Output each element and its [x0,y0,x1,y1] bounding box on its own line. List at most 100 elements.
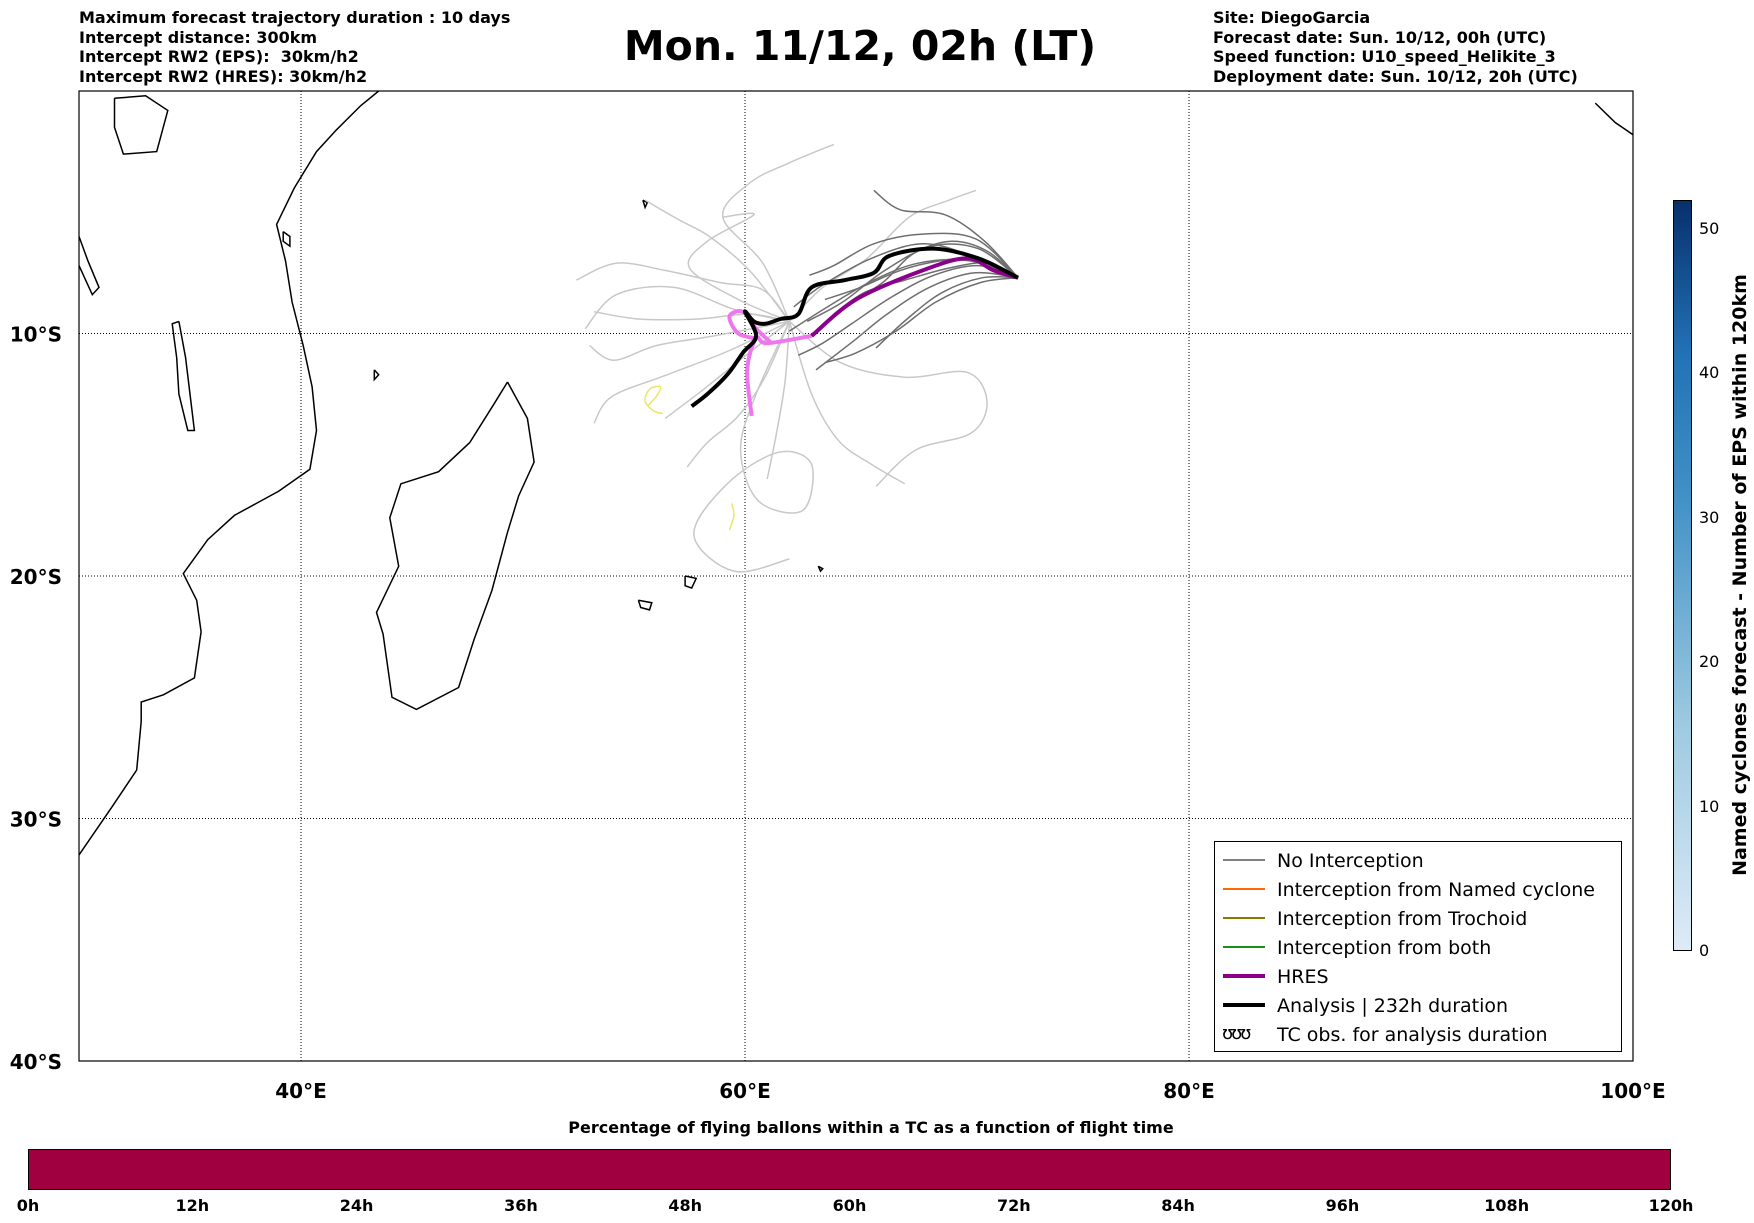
coastline-mauritius [684,575,698,590]
legend-label: HRES [1277,966,1329,988]
intercept-hres-text: Intercept RW2 (HRES): 30km/h2 [79,66,368,86]
site-text: Site: DiegoGarcia [1213,8,1371,27]
colorbar-tick-label: 0 [1699,941,1710,960]
latitude-tick-label: 10°S [10,323,62,347]
legend-item: ʊʊʊ TC obs. for analysis duration [1215,1020,1621,1049]
eps-faded-trajectory [644,199,790,322]
flight-time-tick-label: 24h [339,1196,374,1215]
legend-swatch [1223,1003,1265,1007]
map-content [79,91,1633,1061]
legend-item: HRES [1215,962,1621,991]
eps-trajectory [875,275,1019,349]
coastline-africa [79,91,380,856]
colorbar-label: Named cyclones forecast - Number of EPS … [1729,274,1751,876]
eps-trajectory [797,264,1019,356]
legend-item: No Interception [1215,846,1621,875]
legend-item: Interception from Named cyclone [1215,875,1621,904]
latitude-tick-label: 40°S [10,1050,62,1074]
colorbar-tick-label: 40 [1699,363,1720,383]
eps-faded-trajectory [693,321,814,573]
eps-faded-trajectory [593,320,790,424]
coastline-lake-tanganyika [79,236,100,297]
latitude-tick-label: 20°S [10,565,62,589]
max-duration-text: Maximum forecast trajectory duration : 1… [79,8,511,27]
legend-swatch [1223,917,1265,919]
eps-faded-trajectory [687,212,790,323]
map-title-wrap: Mon. 11/12, 02h (LT) [0,22,1754,70]
map-legend: No Interception Interception from Named c… [1214,841,1622,1052]
legend-label: No Interception [1277,850,1424,872]
coastline-zanzibar [282,230,291,248]
eps-colorbar [1673,200,1692,951]
header-right-info: Site: DiegoGarcia Forecast date: Sun. 10… [1213,8,1578,86]
legend-swatch [1223,946,1265,948]
legend-swatch [1223,888,1265,890]
map-title: Mon. 11/12, 02h (LT) [623,22,1097,70]
eps-trajectory [815,271,1019,371]
legend-label: Interception from Named cyclone [1277,879,1595,901]
eps-trajectory [809,232,1019,279]
colorbar-tick-label: 20 [1699,652,1720,672]
latitude-tick-label: 30°S [10,808,62,832]
eps-faded-trajectory [722,143,835,322]
eps-trajectory [806,243,1019,323]
flight-time-bar [28,1149,1671,1190]
flight-time-tick-label: 96h [1325,1196,1360,1215]
legend-swatch [1223,974,1265,978]
flight-time-tick-label: 84h [1161,1196,1195,1215]
eps-faded-trajectory [788,320,988,487]
intercept-distance-text: Intercept distance: 300km [79,27,318,47]
analysis-track [690,246,1019,408]
tc-obs-symbol-icon: ʊʊʊ [1222,1023,1251,1044]
coastline-java-tip [1594,102,1633,136]
eps-faded-trajectory [593,310,790,323]
legend-label: Interception from Trochoid [1277,908,1528,930]
eps-faded-trajectory [589,320,790,361]
flight-time-tick-label: 48h [668,1196,703,1215]
coastline-comoros [373,369,380,382]
eps-trajectory [873,189,1019,279]
flight-time-tick-label: 72h [996,1196,1031,1215]
eps-trajectory [824,276,1019,364]
colorbar-tick-label: 10 [1699,796,1720,816]
eps-faded-trajectory [686,321,791,468]
legend-item: Interception from both [1215,933,1621,962]
hres-faded-track [745,333,812,417]
legend-label: TC obs. for analysis duration [1277,1024,1548,1046]
eps-faded-trajectory [788,321,906,485]
coastline-lake-malawi [171,320,196,432]
hres-faded-loop [727,309,773,345]
intercept-eps-text: Intercept RW2 (EPS): 30km/h2 [79,47,359,66]
legend-item: Analysis | 232h duration [1215,991,1621,1020]
flight-time-tick-label: 36h [504,1196,538,1215]
legend-swatch [1223,859,1265,861]
flight-time-tick-label: 12h [175,1196,210,1215]
eps-faded-trajectory [788,189,977,322]
longitude-tick-label: 60°E [719,1079,771,1103]
longitude-tick-label: 100°E [1600,1079,1665,1103]
coastline-rodrigues [817,565,824,573]
speed-function-text: Speed function: U10_speed_Helikite_3 [1213,47,1556,66]
legend-item: Interception from Trochoid [1215,904,1621,933]
tc-obs-track [644,385,664,415]
map-frame [78,90,1634,1062]
coastline-reunion [637,599,653,611]
hres-track [810,256,1019,338]
colorbar-tick-label: 50 [1699,218,1720,238]
coastline-lake-victoria [113,95,169,155]
flight-time-tick-label: 0h [16,1196,40,1215]
flight-time-tick-label: 60h [832,1196,867,1215]
bottom-bar-title-wrap: Percentage of flying ballons within a TC… [0,1118,1754,1137]
forecast-date-text: Forecast date: Sun. 10/12, 00h (UTC) [1213,27,1547,47]
eps-trajectory [788,258,1019,332]
eps-faded-trajectory [575,262,790,322]
tc-obs-track [728,503,735,531]
legend-label: Analysis | 232h duration [1277,995,1509,1017]
colorbar-tick-label: 30 [1699,507,1720,527]
flight-time-tick-label: 108h [1484,1196,1530,1215]
flight-time-tick-label: 120h [1648,1196,1694,1215]
coastline-madagascar [375,381,535,711]
coastline-seychelles [642,199,649,210]
eps-faded-trajectory [766,321,791,480]
longitude-tick-label: 40°E [275,1079,327,1103]
